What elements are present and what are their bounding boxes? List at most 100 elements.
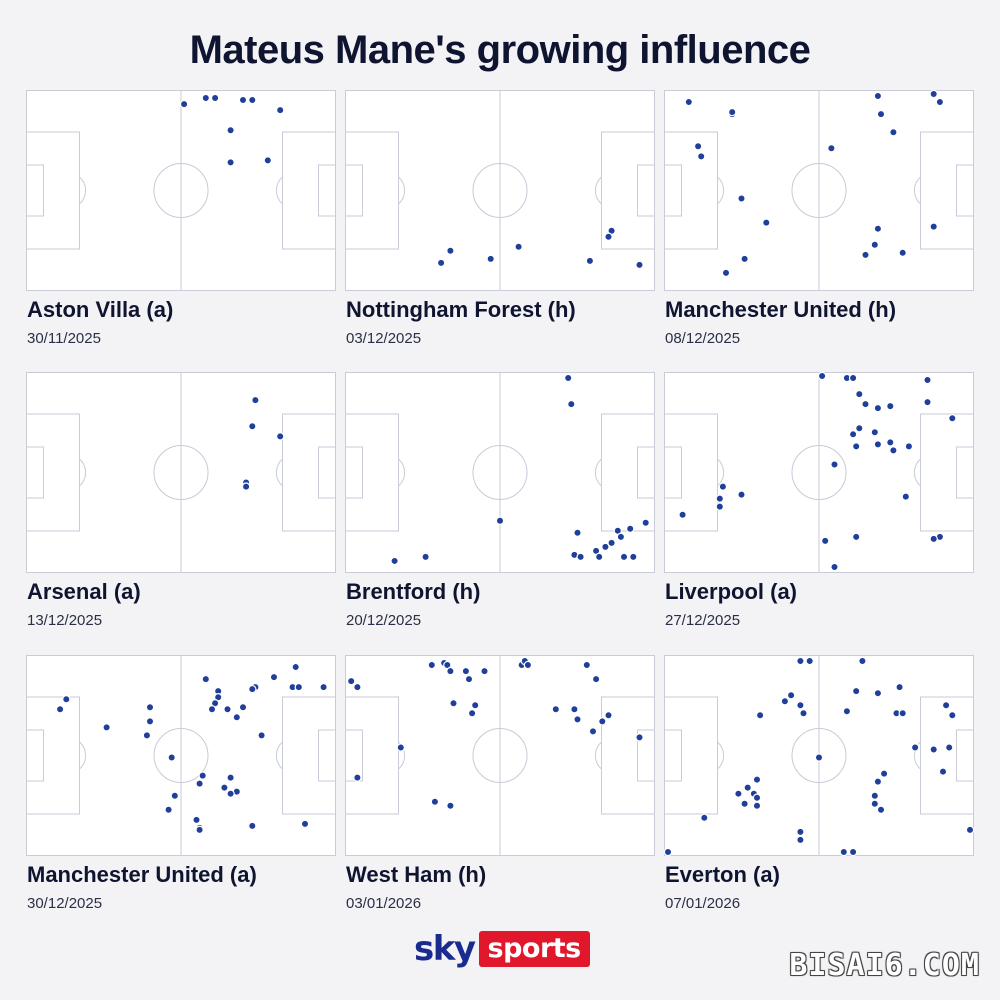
touch-dot <box>291 662 300 672</box>
touch-dot <box>945 743 954 752</box>
penalty-arc-right <box>594 741 602 770</box>
touch-dot <box>851 442 861 451</box>
touch-dot <box>948 414 957 423</box>
touch-dot <box>697 152 706 161</box>
penalty-arc-left <box>79 458 87 487</box>
match-card: Nottingham Forest (h) 03/12/2025 <box>345 90 657 360</box>
centre-circle <box>791 728 847 783</box>
touch-dot <box>684 97 693 107</box>
touch-dot <box>523 660 533 670</box>
touch-dot <box>102 723 111 732</box>
pitch <box>26 90 336 291</box>
touch-dot <box>851 532 861 542</box>
match-card: Liverpool (a) 27/12/2025 <box>664 372 976 642</box>
touch-dot <box>167 753 176 762</box>
team-label: Manchester United (h) <box>665 297 897 322</box>
pitch <box>345 372 655 573</box>
touch-dot <box>870 791 879 800</box>
touch-dot <box>870 428 879 437</box>
touch-dot <box>461 666 471 676</box>
touch-dot <box>598 717 607 726</box>
touch-dot <box>570 705 579 714</box>
penalty-arc-right <box>275 458 283 487</box>
touch-dot <box>923 375 932 385</box>
touch-dot <box>929 534 938 544</box>
touch-dot <box>886 438 895 447</box>
touch-dot <box>929 90 938 99</box>
touch-dot <box>551 705 560 714</box>
touch-dot <box>226 158 235 167</box>
centre-circle <box>791 445 847 500</box>
touch-dot <box>935 97 945 107</box>
touch-dot <box>421 552 430 562</box>
touch-dot <box>238 95 248 105</box>
touch-dot <box>238 703 248 712</box>
touch-dot <box>873 224 883 233</box>
touch-dot <box>889 128 898 137</box>
penalty-arc-left <box>398 458 406 487</box>
touch-dot <box>576 552 585 562</box>
pitch <box>26 655 336 856</box>
touch-dot <box>941 701 951 710</box>
six-yard-box-left <box>664 446 682 499</box>
sky-sports-logo: sky sports <box>414 929 590 969</box>
penalty-arc-right <box>913 458 921 487</box>
match-date: 03/12/2025 <box>346 330 422 347</box>
centre-circle <box>153 445 209 500</box>
penalty-arc-right <box>913 176 921 205</box>
touch-dot <box>678 510 687 519</box>
touch-dot <box>248 821 257 831</box>
touch-dot <box>799 709 808 718</box>
touch-dot <box>142 731 152 740</box>
touch-dot <box>879 769 889 778</box>
pitch <box>345 90 655 291</box>
six-yard-box-left <box>345 729 363 782</box>
touch-dot <box>805 656 814 666</box>
sky-wordmark: sky <box>414 929 476 969</box>
pitch <box>26 372 336 573</box>
touch-dot <box>873 403 883 413</box>
touch-dot <box>814 753 824 762</box>
touch-dot <box>251 395 260 405</box>
touch-dot <box>693 142 703 151</box>
touch-dot <box>855 424 864 433</box>
touch-dot <box>635 733 644 742</box>
pitch <box>664 655 974 856</box>
touch-dot <box>353 773 362 782</box>
match-card: Manchester United (h) 08/12/2025 <box>664 90 976 360</box>
touch-dot <box>752 801 762 810</box>
match-date: 03/01/2026 <box>346 895 422 912</box>
touch-dot <box>904 442 914 451</box>
team-label: Aston Villa (a) <box>27 297 174 322</box>
touch-dot <box>241 482 251 491</box>
six-yard-box-right <box>956 164 974 217</box>
penalty-arc-right <box>594 176 602 205</box>
touch-dot <box>796 835 805 845</box>
touch-dot <box>319 682 328 692</box>
touch-dot <box>820 536 830 546</box>
penalty-arc-left <box>398 176 406 205</box>
touch-dot <box>827 144 836 153</box>
touch-dot <box>55 705 65 714</box>
match-date: 30/12/2025 <box>27 895 103 912</box>
touch-dot <box>948 711 957 720</box>
match-date: 27/12/2025 <box>665 612 741 629</box>
touch-dot <box>737 490 746 499</box>
six-yard-box-right <box>956 729 974 782</box>
touch-dot <box>201 93 210 103</box>
match-card: Aston Villa (a) 30/11/2025 <box>26 90 338 360</box>
touch-dot <box>848 373 858 383</box>
touch-dot <box>910 743 920 752</box>
touch-dot <box>591 674 601 684</box>
touch-dot <box>464 674 474 684</box>
touch-dot <box>470 701 480 710</box>
touch-dot <box>573 528 582 537</box>
touch-dot <box>145 703 155 712</box>
touch-dot <box>263 156 272 165</box>
pitch <box>345 655 655 856</box>
touch-dot <box>780 697 790 706</box>
touch-dot <box>752 775 762 784</box>
penalty-arc-left <box>717 458 725 487</box>
touch-dot <box>582 660 591 670</box>
touch-dot <box>718 482 728 491</box>
